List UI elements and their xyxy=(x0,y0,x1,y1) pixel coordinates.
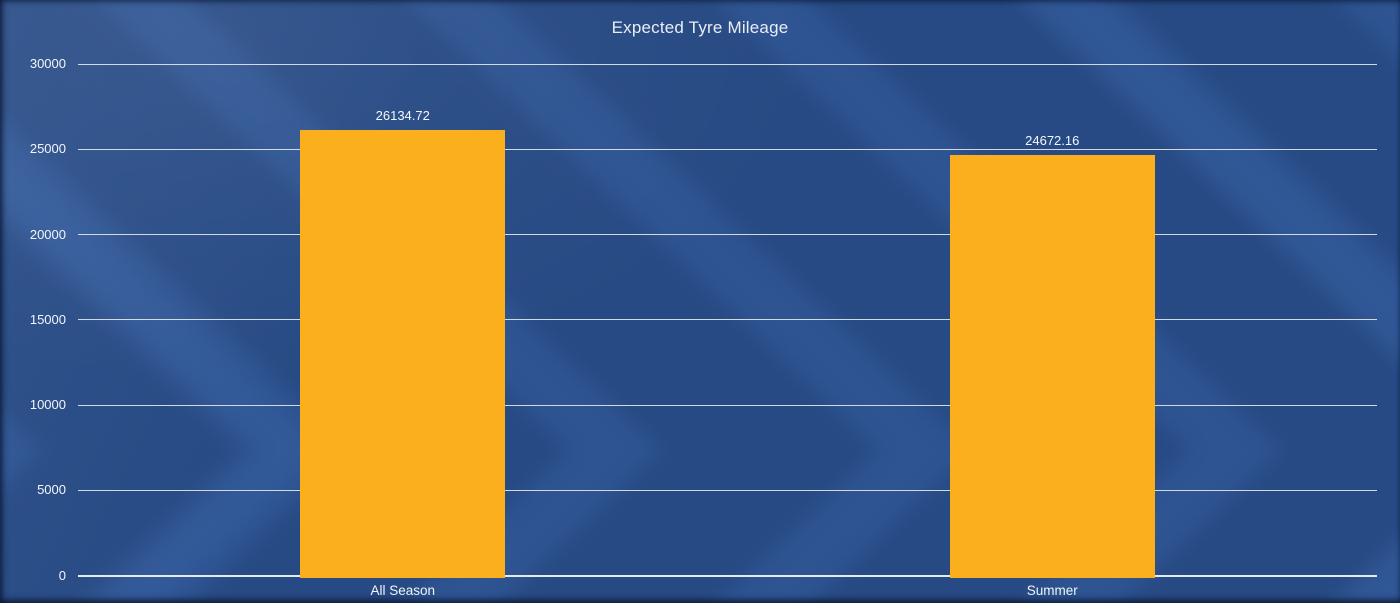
bar-summer[interactable] xyxy=(949,154,1155,578)
chart-title: Expected Tyre Mileage xyxy=(611,18,789,37)
y-axis-tick-label: 20000 xyxy=(29,226,66,242)
gridline-25000 xyxy=(78,148,1377,150)
gridline-20000 xyxy=(78,234,1377,235)
bar-value-label: 26134.72 xyxy=(375,107,430,123)
gridline-10000 xyxy=(78,404,1377,406)
y-axis-tick-label: 10000 xyxy=(29,397,66,412)
x-axis-category-label: All Season xyxy=(370,583,436,598)
gridline-0 xyxy=(78,574,1377,577)
bar-value-label: 24672.16 xyxy=(1025,132,1080,148)
gridline-30000 xyxy=(78,63,1377,65)
x-axis-category-label: Summer xyxy=(1026,583,1078,598)
y-axis-tick-label: 30000 xyxy=(29,56,66,71)
gridline-15000 xyxy=(78,319,1377,321)
y-axis-tick-label: 15000 xyxy=(29,311,66,327)
y-axis-tick-label: 25000 xyxy=(29,141,66,157)
gridline-5000 xyxy=(78,489,1377,491)
bar-all-season[interactable] xyxy=(300,129,506,578)
y-axis-tick-label: 0 xyxy=(58,567,66,583)
y-axis-tick-label: 5000 xyxy=(37,482,66,498)
